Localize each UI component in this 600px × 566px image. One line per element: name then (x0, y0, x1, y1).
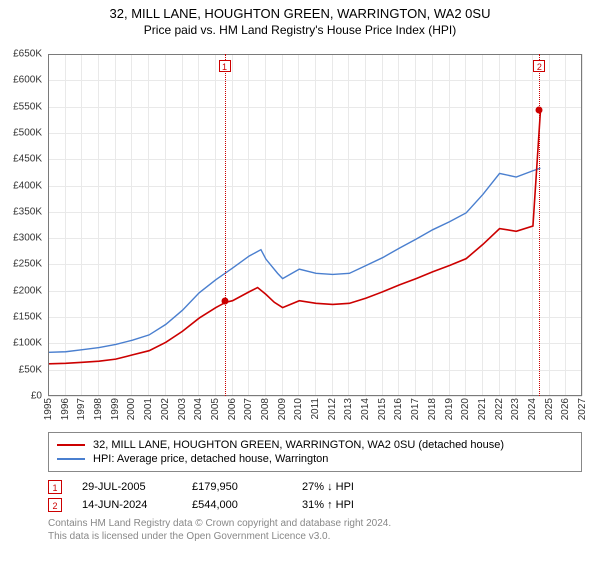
x-tick-label: 2015 (377, 398, 388, 420)
x-tick-label: 2026 (560, 398, 571, 420)
transaction-delta: 31% ↑ HPI (302, 499, 392, 511)
x-tick-label: 2010 (293, 398, 304, 420)
x-tick-label: 2013 (343, 398, 354, 420)
transaction-marker-icon: 1 (48, 480, 62, 494)
transaction-price: £544,000 (192, 499, 282, 511)
y-tick-label: £500K (13, 127, 42, 138)
x-tick-label: 2001 (143, 398, 154, 420)
y-tick-label: £50K (19, 364, 42, 375)
legend-row-hpi: HPI: Average price, detached house, Warr… (57, 453, 573, 465)
transaction-date: 14-JUN-2024 (82, 499, 172, 511)
y-tick-label: £600K (13, 75, 42, 86)
chart-area: £0£50K£100K£150K£200K£250K£300K£350K£400… (48, 54, 582, 396)
x-tick-label: 2014 (360, 398, 371, 420)
x-tick-label: 2004 (193, 398, 204, 420)
x-tick-label: 2027 (577, 398, 588, 420)
x-tick-label: 1995 (43, 398, 54, 420)
x-tick-label: 2016 (393, 398, 404, 420)
legend-box: 32, MILL LANE, HOUGHTON GREEN, WARRINGTO… (48, 432, 582, 472)
y-tick-label: £0 (31, 391, 42, 402)
y-tick-label: £250K (13, 259, 42, 270)
x-tick-label: 2009 (277, 398, 288, 420)
plot-region (48, 54, 582, 396)
x-tick-label: 2000 (126, 398, 137, 420)
x-tick-label: 2002 (160, 398, 171, 420)
chart-container: 32, MILL LANE, HOUGHTON GREEN, WARRINGTO… (0, 6, 600, 566)
transaction-price: £179,950 (192, 481, 282, 493)
y-tick-label: £400K (13, 180, 42, 191)
x-tick-label: 1999 (110, 398, 121, 420)
x-tick-label: 2003 (177, 398, 188, 420)
x-tick-label: 2025 (544, 398, 555, 420)
x-tick-label: 2008 (260, 398, 271, 420)
x-tick-label: 2007 (243, 398, 254, 420)
y-tick-label: £200K (13, 285, 42, 296)
transaction-row: 2 14-JUN-2024 £544,000 31% ↑ HPI (48, 498, 582, 512)
x-tick-label: 2024 (527, 398, 538, 420)
x-tick-label: 2006 (227, 398, 238, 420)
transaction-marker-icon: 2 (48, 498, 62, 512)
y-tick-label: £300K (13, 233, 42, 244)
footer-attribution: Contains HM Land Registry data © Crown c… (48, 518, 582, 543)
legend-and-footer: 32, MILL LANE, HOUGHTON GREEN, WARRINGTO… (48, 432, 582, 543)
x-tick-label: 1997 (76, 398, 87, 420)
legend-swatch-price-paid (57, 444, 85, 446)
x-tick-label: 1996 (60, 398, 71, 420)
line-series-svg (49, 55, 583, 397)
sale-point-marker (536, 106, 543, 113)
y-tick-label: £350K (13, 206, 42, 217)
x-tick-label: 2017 (410, 398, 421, 420)
legend-label-hpi: HPI: Average price, detached house, Warr… (93, 453, 328, 465)
x-tick-label: 2023 (510, 398, 521, 420)
y-tick-label: £150K (13, 312, 42, 323)
footer-line2: This data is licensed under the Open Gov… (48, 531, 582, 544)
event-marker-box: 1 (219, 60, 231, 72)
transaction-table: 1 29-JUL-2005 £179,950 27% ↓ HPI 2 14-JU… (48, 480, 582, 512)
x-tick-label: 2021 (477, 398, 488, 420)
legend-label-price-paid: 32, MILL LANE, HOUGHTON GREEN, WARRINGTO… (93, 439, 504, 451)
y-tick-label: £650K (13, 49, 42, 60)
y-tick-label: £100K (13, 338, 42, 349)
y-tick-label: £550K (13, 101, 42, 112)
footer-line1: Contains HM Land Registry data © Crown c… (48, 518, 582, 531)
chart-subtitle: Price paid vs. HM Land Registry's House … (0, 23, 600, 37)
transaction-date: 29-JUL-2005 (82, 481, 172, 493)
x-tick-label: 1998 (93, 398, 104, 420)
transaction-delta: 27% ↓ HPI (302, 481, 392, 493)
transaction-row: 1 29-JUL-2005 £179,950 27% ↓ HPI (48, 480, 582, 494)
y-tick-label: £450K (13, 154, 42, 165)
x-tick-label: 2020 (460, 398, 471, 420)
x-tick-label: 2022 (494, 398, 505, 420)
x-tick-label: 2012 (327, 398, 338, 420)
chart-title: 32, MILL LANE, HOUGHTON GREEN, WARRINGTO… (0, 6, 600, 23)
x-tick-label: 2019 (444, 398, 455, 420)
sale-point-marker (221, 298, 228, 305)
x-tick-label: 2005 (210, 398, 221, 420)
x-tick-label: 2011 (310, 398, 321, 420)
legend-row-price-paid: 32, MILL LANE, HOUGHTON GREEN, WARRINGTO… (57, 439, 573, 451)
event-marker-box: 2 (533, 60, 545, 72)
legend-swatch-hpi (57, 458, 85, 460)
x-tick-label: 2018 (427, 398, 438, 420)
